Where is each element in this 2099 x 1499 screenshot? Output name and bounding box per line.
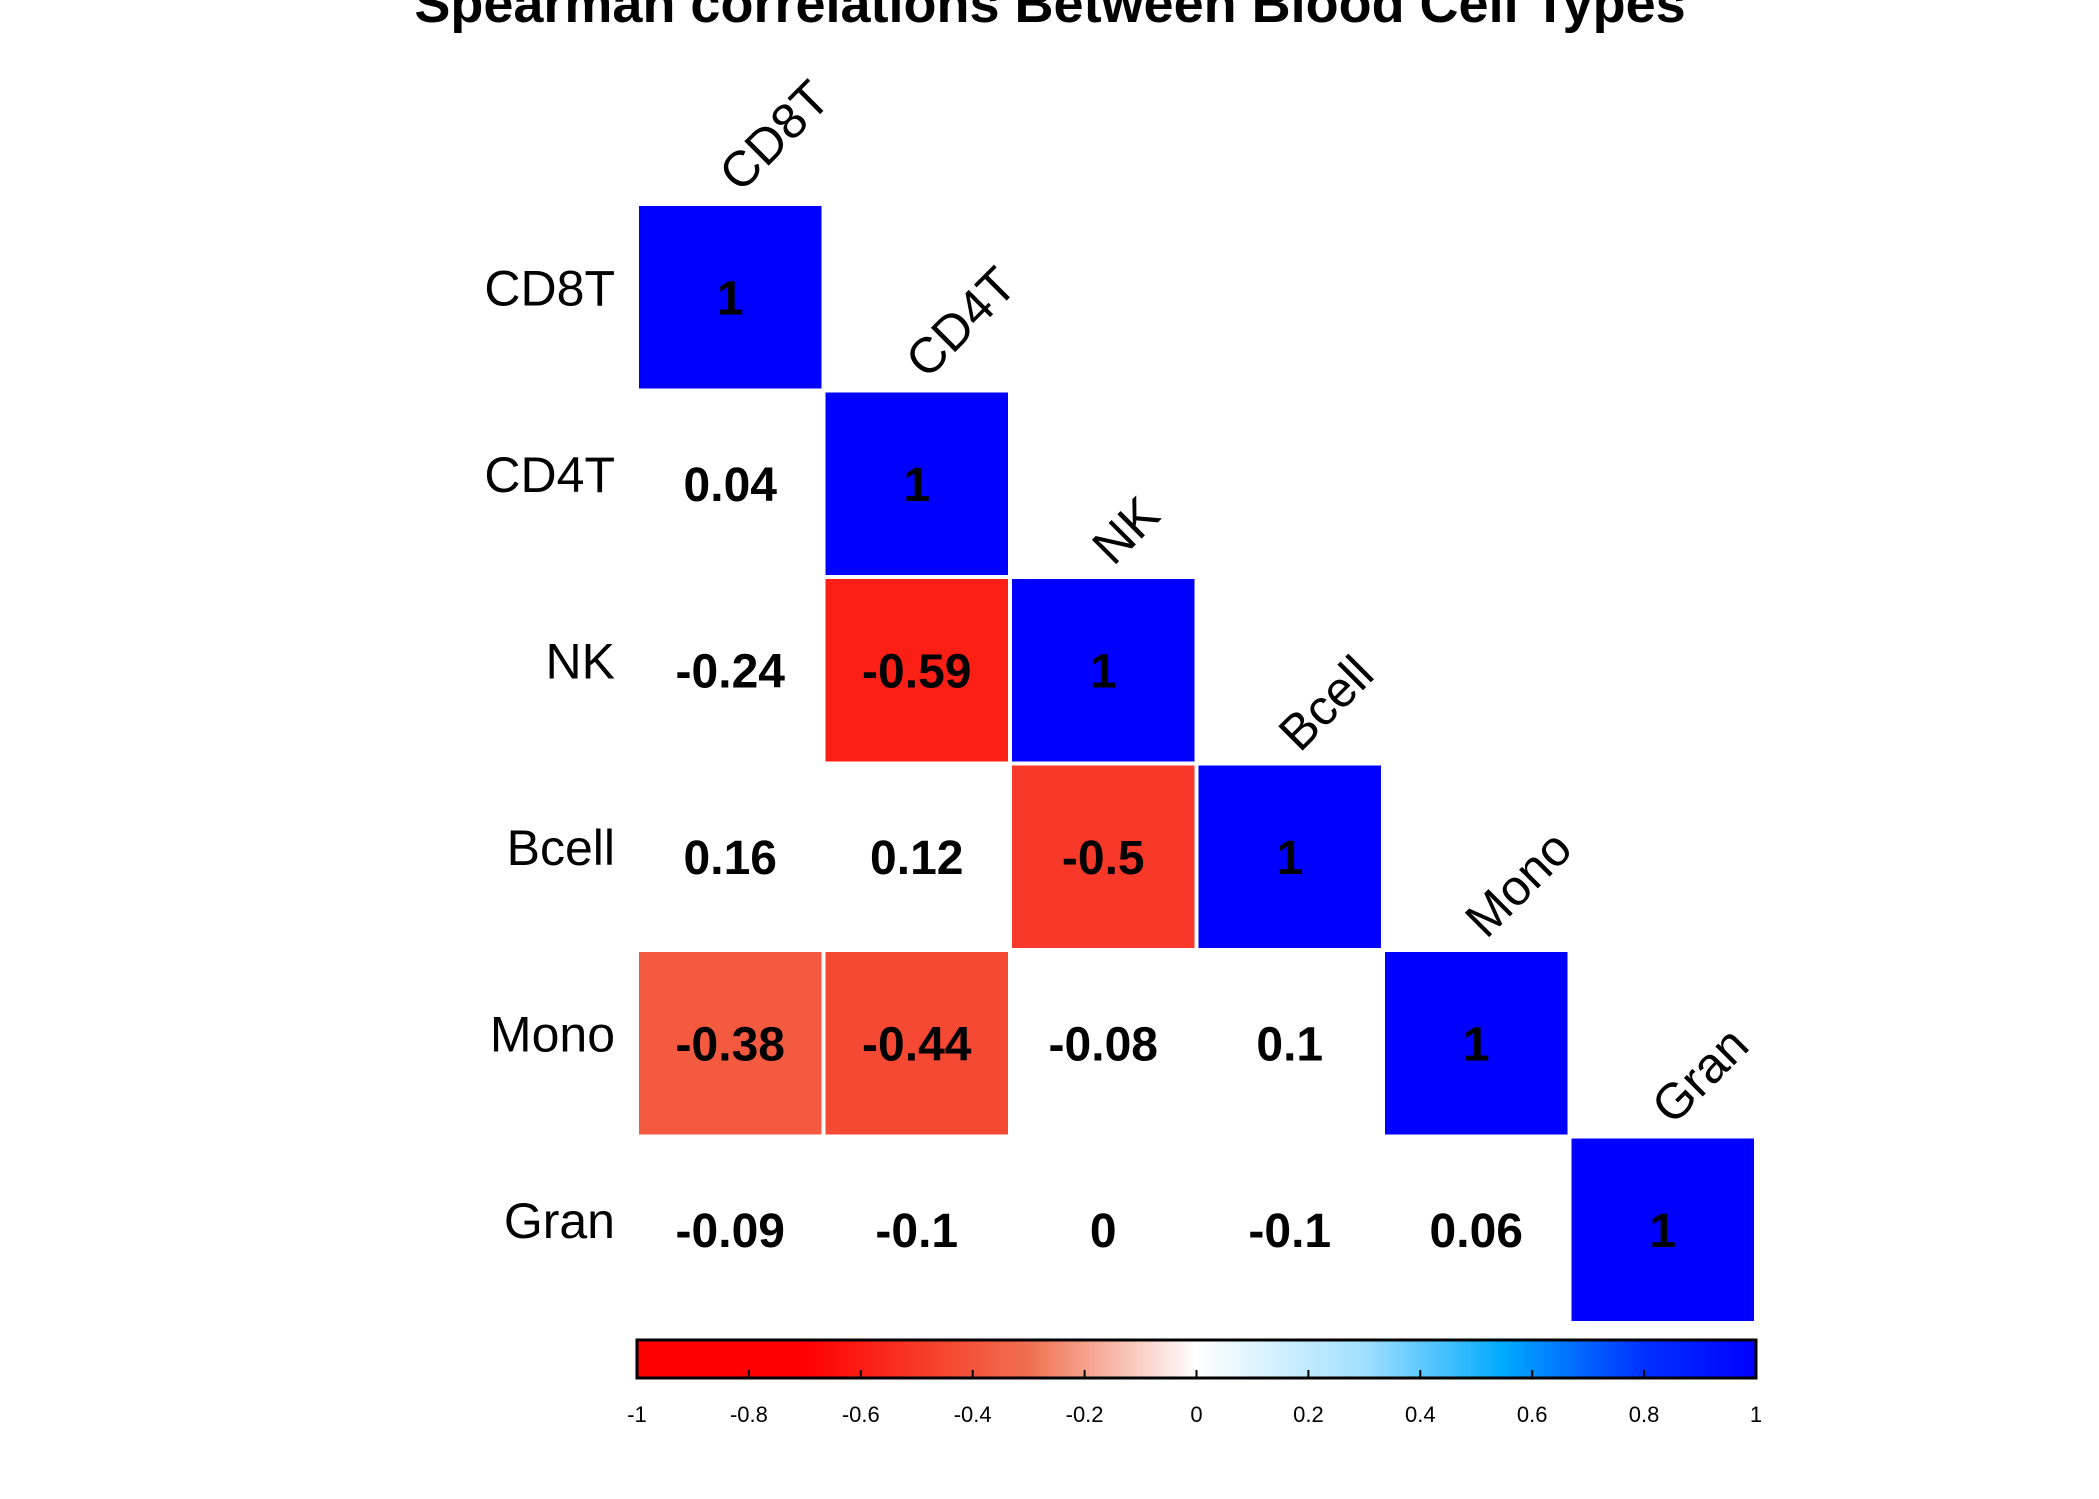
cell-value-bcell-nk: -0.5	[1062, 832, 1145, 885]
row-label-gran: Gran	[504, 1193, 615, 1249]
cell-value-mono-mono: 1	[1463, 1018, 1490, 1071]
colorbar-ticks: -1 -0.8 -0.6 -0.4 -0.2 0 0.2 0.4 0.6 0.8 1	[627, 1370, 1762, 1427]
row-label-nk: NK	[546, 633, 615, 689]
heatmap-cell-bcell-bcell	[1196, 763, 1383, 950]
cell-value-mono-cd8t: -0.38	[676, 1018, 785, 1071]
colorbar-tick-label: 0.4	[1405, 1402, 1436, 1427]
chart-title: Spearman correlations Between Blood Cell…	[414, 0, 1685, 34]
row-labels: CD8T CD4T NK Bcell Mono Gran	[484, 260, 615, 1249]
row-label-bcell: Bcell	[507, 820, 615, 876]
heatmap-cell-gran-gran	[1569, 1136, 1756, 1323]
column-label-bcell: Bcell	[1268, 645, 1384, 761]
cell-value-bcell-cd8t: 0.16	[684, 832, 777, 885]
column-label-gran: Gran	[1641, 1016, 1759, 1134]
column-label-cd8t: CD8T	[708, 70, 840, 202]
heatmap-cell-nk-cd4t	[823, 577, 1010, 764]
cell-value-bcell-cd4t: 0.12	[870, 832, 963, 885]
row-label-mono: Mono	[490, 1006, 615, 1062]
cell-value-mono-nk: -0.08	[1049, 1018, 1158, 1071]
heatmap-cell-mono-mono	[1383, 950, 1570, 1137]
colorbar-tick-label: 0.2	[1293, 1402, 1324, 1427]
cell-value-nk-cd4t: -0.59	[862, 645, 971, 698]
cell-value-labels: 1 0.04 1 -0.24 -0.59 1 0.16 0.12 -0.5 1 -0.38 -0.44…	[676, 272, 1677, 1258]
colorbar-tick-label: 0.8	[1629, 1402, 1660, 1427]
heatmap-cell-cd4t-cd4t	[823, 390, 1010, 577]
cell-value-bcell-bcell: 1	[1276, 832, 1303, 885]
colorbar-tick-label: 0	[1190, 1402, 1202, 1427]
cell-value-mono-bcell: 0.1	[1256, 1018, 1323, 1071]
column-label-cd4t: CD4T	[895, 256, 1027, 388]
heatmap-cell-mono-cd4t	[823, 950, 1010, 1137]
colorbar-tick-label: 0.6	[1517, 1402, 1548, 1427]
cell-value-gran-cd4t: -0.1	[875, 1205, 958, 1258]
colorbar-tick-label: -0.4	[954, 1402, 992, 1427]
cell-value-mono-cd4t: -0.44	[862, 1018, 972, 1071]
cell-value-nk-cd8t: -0.24	[676, 645, 786, 698]
cell-value-cd4t-cd4t: 1	[903, 459, 930, 512]
colorbar-tick-label: 1	[1750, 1402, 1762, 1427]
cell-value-cd8t-cd8t: 1	[717, 272, 744, 325]
cell-value-gran-gran: 1	[1649, 1205, 1676, 1258]
cell-value-gran-mono: 0.06	[1430, 1205, 1523, 1258]
column-label-mono: Mono	[1454, 820, 1582, 948]
row-label-cd8t: CD8T	[484, 260, 615, 316]
cell-value-gran-bcell: -0.1	[1248, 1205, 1331, 1258]
heatmap-cell-bcell-nk	[1010, 763, 1197, 950]
heatmap-cells	[637, 204, 1756, 1323]
cell-value-cd4t-cd8t: 0.04	[684, 459, 778, 512]
column-label-nk: NK	[1081, 486, 1170, 575]
colorbar: -1 -0.8 -0.6 -0.4 -0.2 0 0.2 0.4 0.6 0.8 1	[627, 1338, 1762, 1427]
row-label-cd4t: CD4T	[484, 447, 615, 503]
cell-value-gran-cd8t: -0.09	[676, 1205, 785, 1258]
colorbar-tick-label: -0.2	[1066, 1402, 1104, 1427]
colorbar-tick-label: -1	[627, 1402, 647, 1427]
heatmap-cell-nk-nk	[1010, 577, 1197, 764]
heatmap-cell-mono-cd8t	[637, 950, 824, 1137]
colorbar-tick-label: -0.6	[842, 1402, 880, 1427]
heatmap-cell-cd8t-cd8t	[637, 204, 824, 391]
cell-value-nk-nk: 1	[1090, 645, 1117, 698]
cell-value-gran-nk: 0	[1090, 1205, 1117, 1258]
colorbar-tick-label: -0.8	[730, 1402, 768, 1427]
